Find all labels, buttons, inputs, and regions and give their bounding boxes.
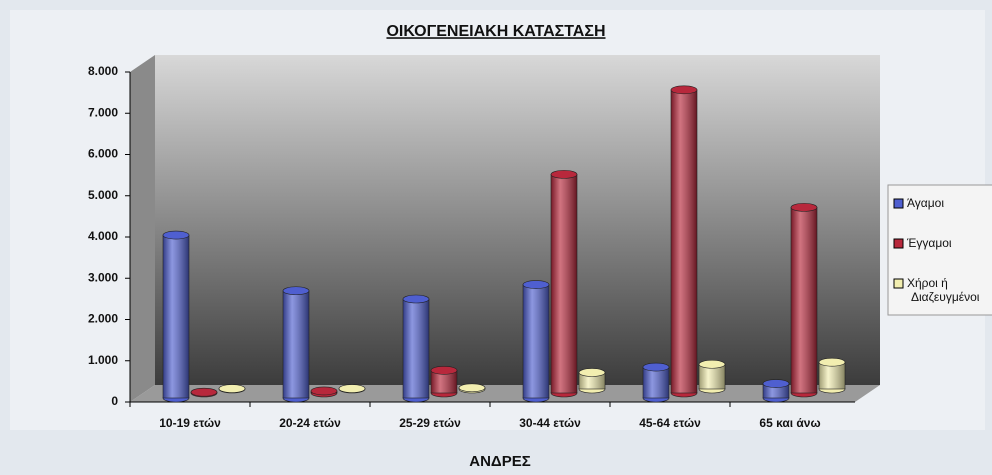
bar bbox=[218, 384, 246, 394]
x-tick-label: 10-19 ετών bbox=[159, 416, 221, 430]
y-tick-label: 4.000 bbox=[88, 229, 118, 243]
bar bbox=[338, 384, 366, 394]
bar bbox=[550, 170, 578, 398]
legend bbox=[887, 184, 992, 316]
bar-shade bbox=[790, 207, 818, 394]
bar bbox=[402, 294, 430, 403]
bar-top bbox=[522, 280, 550, 289]
bar bbox=[458, 383, 486, 394]
x-tick-label: 65 και άνω bbox=[759, 416, 820, 430]
x-tick-label: 20-24 ετών bbox=[279, 416, 341, 430]
bar-shade bbox=[670, 89, 698, 394]
bar-shade bbox=[522, 284, 550, 399]
bar-top bbox=[578, 368, 606, 377]
legend-label: Χήροι ή Διαζευγμένοι bbox=[907, 276, 980, 304]
legend-swatch bbox=[893, 238, 904, 249]
bar bbox=[310, 386, 338, 398]
bar-top bbox=[190, 387, 218, 397]
x-tick-label: 45-64 ετών bbox=[639, 416, 701, 430]
bar-shade bbox=[550, 174, 578, 394]
bar-top bbox=[218, 384, 246, 393]
y-tick-label: 2.000 bbox=[88, 312, 118, 326]
bar bbox=[578, 368, 606, 394]
bar bbox=[430, 366, 458, 398]
bar-top bbox=[430, 366, 458, 375]
bar-shade bbox=[402, 298, 430, 399]
legend-label-line: Χήροι ή bbox=[907, 276, 948, 290]
bar-top bbox=[338, 384, 366, 393]
bar-top bbox=[458, 383, 486, 393]
legend-swatch bbox=[893, 278, 904, 289]
back-wall bbox=[155, 55, 880, 385]
bar-shade bbox=[162, 234, 190, 399]
chart-title: ΟΙΚΟΓΕΝΕΙΑΚΗ ΚΑΤΑΣΤΑΣΗ bbox=[386, 23, 605, 40]
bar bbox=[162, 230, 190, 403]
bar-shade bbox=[642, 366, 670, 399]
bar-shade bbox=[282, 290, 310, 399]
bar-top bbox=[282, 286, 310, 296]
bar-top bbox=[762, 379, 790, 388]
bar bbox=[190, 387, 218, 398]
y-tick-label: 6.000 bbox=[88, 147, 118, 161]
bar-top bbox=[670, 85, 698, 95]
bar bbox=[522, 280, 550, 403]
bar-top bbox=[790, 203, 818, 212]
y-tick-label: 0 bbox=[111, 394, 118, 408]
x-tick-label: 30-44 ετών bbox=[519, 416, 581, 430]
legend-label: Άγαμοι bbox=[907, 196, 944, 210]
bar-top bbox=[162, 230, 190, 240]
legend-swatch bbox=[893, 198, 904, 209]
bar-top bbox=[698, 359, 726, 369]
bar-top bbox=[818, 357, 846, 367]
legend-label-line: Διαζευγμένοι bbox=[911, 290, 980, 304]
bar bbox=[790, 203, 818, 398]
bar bbox=[642, 362, 670, 403]
y-tick-label: 1.000 bbox=[88, 353, 118, 367]
bar bbox=[818, 357, 846, 394]
bar-top bbox=[310, 386, 338, 396]
bar bbox=[698, 359, 726, 394]
bar-shade bbox=[818, 361, 846, 390]
x-tick-label: 25-29 ετών bbox=[399, 416, 461, 430]
bar bbox=[282, 286, 310, 403]
y-tick-label: 7.000 bbox=[88, 105, 118, 119]
bar-top bbox=[402, 294, 430, 304]
y-tick-label: 3.000 bbox=[88, 270, 118, 284]
bar bbox=[670, 85, 698, 398]
x-axis-label: ΑΝΔΡΕΣ bbox=[469, 453, 530, 470]
y-tick-label: 5.000 bbox=[88, 188, 118, 202]
legend-label: Έγγαμοι bbox=[906, 236, 952, 250]
y-tick-label: 8.000 bbox=[88, 64, 118, 78]
bar-top bbox=[550, 170, 578, 179]
side-wall bbox=[130, 55, 155, 402]
bar-top bbox=[642, 362, 670, 372]
bar bbox=[762, 379, 790, 403]
